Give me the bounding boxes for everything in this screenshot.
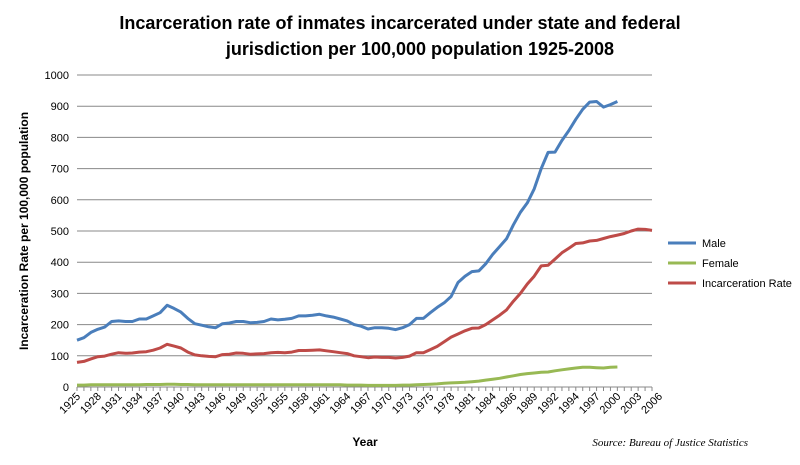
series-lines	[76, 100, 653, 387]
chart-title-line2: jurisdiction per 100,000 population 1925…	[225, 39, 614, 59]
y-tick-label: 300	[51, 288, 69, 300]
gridlines	[77, 74, 652, 357]
legend-label: Female	[702, 258, 739, 270]
legend-label: Male	[702, 238, 726, 250]
y-tick-labels: 0 100 200 300 400 500 600 700 800 900 1000	[45, 70, 69, 394]
y-tick-label: 600	[51, 195, 69, 207]
legend-label: Incarceration Rate	[702, 278, 792, 290]
series-line-male	[76, 100, 619, 342]
y-tick-label: 800	[51, 132, 69, 144]
y-tick-label: 100	[51, 351, 69, 363]
x-axis-label: Year	[352, 435, 378, 449]
y-tick-label: 400	[51, 257, 69, 269]
legend: Male Female Incarceration Rate	[668, 238, 792, 290]
y-tick-label: 900	[51, 101, 69, 113]
y-tick-label: 0	[63, 382, 69, 394]
source-note: Source: Bureau of Justice Statistics	[592, 437, 748, 449]
y-tick-label: 500	[51, 226, 69, 238]
y-tick-label: 200	[51, 320, 69, 332]
series-line-female	[77, 365, 618, 387]
y-tick-label: 1000	[45, 70, 69, 82]
series-line-incarceration-rate	[76, 227, 653, 364]
chart-title-line1: Incarceration rate of inmates incarcerat…	[119, 13, 680, 33]
y-axis-label: Incarceration Rate per 100,000 populatio…	[17, 112, 31, 350]
y-tick-label: 700	[51, 164, 69, 176]
